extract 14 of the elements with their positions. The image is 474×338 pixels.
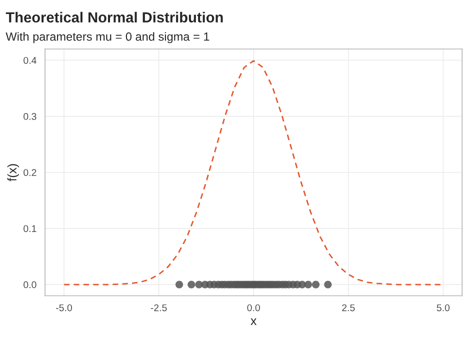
y-tick-label: 0.3 bbox=[24, 113, 36, 120]
chart-title: Theoretical Normal Distribution bbox=[6, 12, 223, 23]
x-tick-label: -5.0 bbox=[56, 304, 72, 312]
x-tick-label: 2.5 bbox=[342, 304, 355, 312]
y-axis-title: f(x) bbox=[7, 164, 20, 182]
y-tick-label: 0.4 bbox=[24, 56, 36, 64]
x-tick-label: 5.0 bbox=[436, 304, 450, 312]
x-tick-label: 0.0 bbox=[247, 304, 260, 312]
chart-subtitle: With parameters mu = 0 and sigma = 1 bbox=[6, 32, 210, 44]
x-axis-title: x bbox=[250, 318, 257, 325]
y-tick-label: 0.2 bbox=[24, 169, 36, 176]
y-tick-label: 0.0 bbox=[24, 281, 36, 288]
x-tick-label: -2.5 bbox=[150, 304, 167, 312]
y-tick-label: 0.1 bbox=[24, 225, 36, 232]
